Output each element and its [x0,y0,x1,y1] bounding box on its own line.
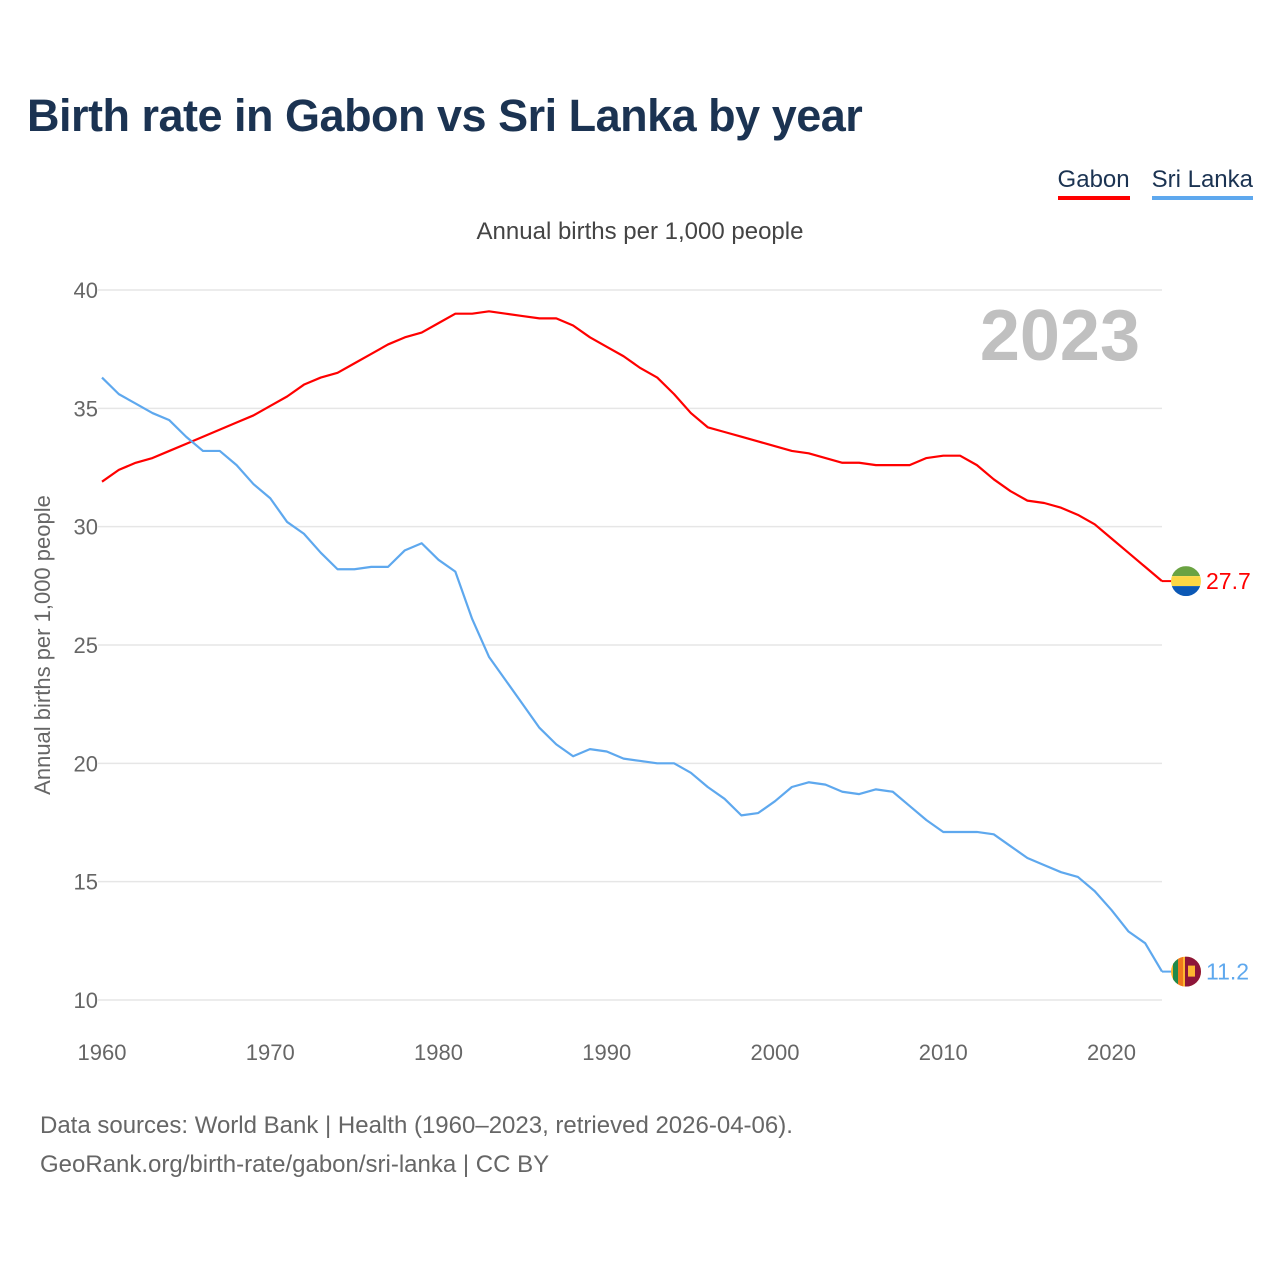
y-tick-label: 40 [74,278,98,303]
x-tick-label: 2020 [1087,1040,1136,1065]
series-line-gabon [101,310,1163,582]
sri-lanka-flag-icon [1178,956,1183,987]
chart-title: Birth rate in Gabon vs Sri Lanka by year [27,90,863,141]
end-value-label: 27.7 [1206,568,1251,594]
source-note: Data sources: World Bank | Health (1960–… [40,1106,793,1184]
source-line-2[interactable]: GeoRank.org/birth-rate/gabon/sri-lanka |… [40,1151,550,1178]
source-line-1: Data sources: World Bank | Health (1960–… [40,1112,793,1139]
y-tick-label: 25 [74,633,98,658]
year-watermark: 2023 [980,296,1140,376]
x-tick-label: 1990 [582,1040,631,1065]
legend: Gabon Sri Lanka [1057,166,1253,200]
sri-lanka-lion-icon [1188,965,1195,977]
legend-sri-lanka[interactable]: Sri Lanka [1151,166,1253,200]
y-tick-label: 30 [74,515,98,540]
sri-lanka-flag-icon [1173,956,1178,987]
gabon-flag-icon [1171,576,1201,587]
y-tick-label: 15 [74,870,98,895]
end-value-label: 11.2 [1206,959,1249,985]
x-tick-label: 2010 [919,1040,968,1065]
x-tick-label: 1970 [246,1040,295,1065]
gabon-flag-icon [1171,566,1201,577]
chart-subtitle: Annual births per 1,000 people [476,218,804,245]
x-tick-label: 1980 [414,1040,463,1065]
y-tick-label: 35 [74,396,98,421]
y-axis-label: Annual births per 1,000 people [30,495,55,795]
y-tick-label: 20 [74,751,98,776]
x-tick-label: 1960 [78,1040,127,1065]
y-tick-label: 10 [74,988,98,1013]
x-tick-label: 2000 [751,1040,800,1065]
gabon-flag-icon [1171,586,1201,597]
series-line-sri-lanka [101,376,1163,973]
legend-gabon[interactable]: Gabon [1057,166,1130,200]
